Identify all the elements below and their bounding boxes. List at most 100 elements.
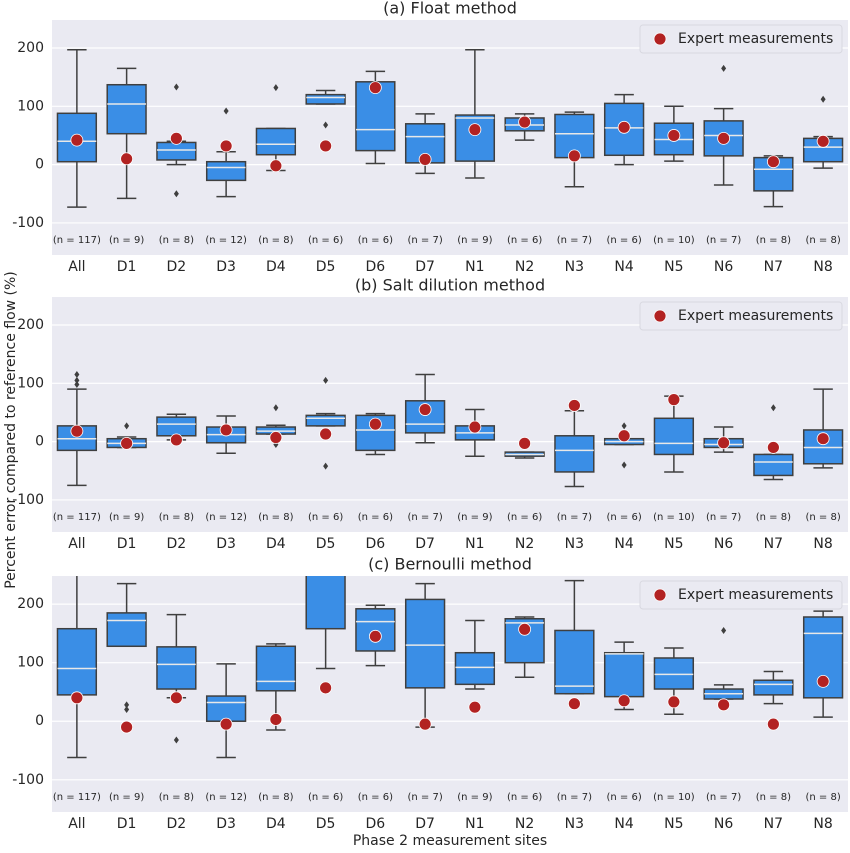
n-label: (n = 10): [653, 512, 695, 523]
x-tick-label: D6: [366, 259, 386, 275]
x-tick-label: N5: [664, 816, 683, 832]
expert-point: [219, 423, 233, 437]
x-tick-label: N3: [565, 816, 584, 832]
x-tick-label: D3: [216, 536, 236, 552]
expert-point: [567, 697, 581, 711]
n-label: (n = 12): [205, 512, 247, 523]
box: [156, 141, 197, 161]
x-tick-label: D3: [216, 259, 236, 275]
n-label: (n = 7): [408, 235, 443, 246]
n-label: (n = 6): [507, 792, 542, 803]
x-tick-label: All: [68, 536, 85, 552]
expert-point: [567, 149, 581, 163]
expert-point: [766, 155, 780, 169]
y-tick-label: 100: [17, 655, 44, 671]
x-tick-label: N2: [515, 536, 534, 552]
x-tick-label: N7: [764, 536, 783, 552]
y-axis-label: Percent error compared to reference flow…: [3, 271, 19, 589]
y-tick-label: 100: [17, 375, 44, 391]
x-tick-label: N6: [714, 816, 733, 832]
expert-point: [269, 713, 283, 726]
x-tick-label: D6: [366, 816, 386, 832]
x-tick-label: N8: [813, 536, 832, 552]
expert-point: [518, 622, 532, 636]
n-label: (n = 117): [53, 512, 101, 523]
expert-point: [617, 429, 631, 443]
legend-marker: [653, 309, 667, 323]
x-tick-label: D4: [266, 536, 286, 552]
expert-point: [269, 159, 283, 173]
expert-point: [418, 152, 432, 166]
n-label: (n = 8): [258, 512, 293, 523]
y-tick-label: 0: [35, 713, 44, 729]
flier: [173, 83, 179, 91]
expert-point: [667, 393, 681, 407]
expert-point: [169, 433, 183, 447]
expert-point: [70, 133, 84, 147]
y-tick-label: 0: [35, 157, 44, 173]
n-label: (n = 9): [457, 235, 492, 246]
box: [355, 608, 396, 652]
n-label: (n = 10): [653, 792, 695, 803]
n-label: (n = 8): [756, 792, 791, 803]
expert-point: [518, 436, 532, 450]
box: [156, 646, 197, 690]
n-label: (n = 117): [53, 235, 101, 246]
box: [454, 651, 496, 686]
n-label: (n = 9): [109, 235, 144, 246]
flier: [770, 404, 776, 412]
expert-point: [70, 424, 84, 438]
x-tick-label: N8: [813, 816, 832, 832]
n-label: (n = 7): [706, 235, 741, 246]
box: [56, 112, 98, 163]
y-tick-label: 200: [17, 596, 44, 612]
x-tick-label: N6: [714, 536, 733, 552]
y-tick-label: 200: [17, 40, 44, 56]
box: [305, 576, 346, 630]
flier: [621, 461, 627, 469]
n-label: (n = 7): [408, 792, 443, 803]
n-label: (n = 9): [109, 792, 144, 803]
box: [404, 598, 446, 689]
expert-point: [766, 441, 780, 454]
flier: [124, 706, 130, 714]
n-label: (n = 9): [457, 792, 492, 803]
x-tick-label: D1: [117, 536, 137, 552]
expert-point: [617, 120, 631, 134]
n-label: (n = 8): [806, 512, 841, 523]
n-label: (n = 7): [557, 235, 592, 246]
expert-point: [667, 695, 681, 709]
expert-point: [319, 139, 333, 153]
box: [205, 160, 247, 182]
plot-content: [56, 576, 844, 759]
flier: [721, 626, 727, 634]
x-tick-label: D4: [266, 259, 286, 275]
expert-point: [816, 432, 830, 446]
expert-point: [816, 675, 830, 688]
flier: [223, 107, 229, 115]
x-tick-label: D2: [167, 259, 187, 275]
n-label: (n = 8): [756, 512, 791, 523]
legend-box: [639, 580, 843, 610]
x-tick-label: D7: [415, 259, 435, 275]
n-label: (n = 6): [507, 235, 542, 246]
box: [106, 83, 147, 135]
x-tick-label: D7: [415, 536, 435, 552]
box: [305, 414, 346, 427]
box: [255, 645, 297, 692]
y-tick-label: 200: [17, 317, 44, 333]
legend-marker: [653, 588, 667, 602]
x-tick-label: N2: [515, 259, 534, 275]
x-tick-label: N1: [465, 259, 484, 275]
n-label: (n = 12): [205, 792, 247, 803]
flier: [323, 462, 329, 470]
box: [56, 627, 98, 696]
n-label: (n = 8): [159, 512, 194, 523]
x-tick-label: D3: [216, 816, 236, 832]
n-label: (n = 8): [258, 792, 293, 803]
n-label: (n = 8): [756, 235, 791, 246]
expert-point: [169, 691, 183, 705]
expert-point: [667, 129, 681, 142]
flier: [74, 376, 80, 384]
expert-point: [567, 399, 581, 412]
